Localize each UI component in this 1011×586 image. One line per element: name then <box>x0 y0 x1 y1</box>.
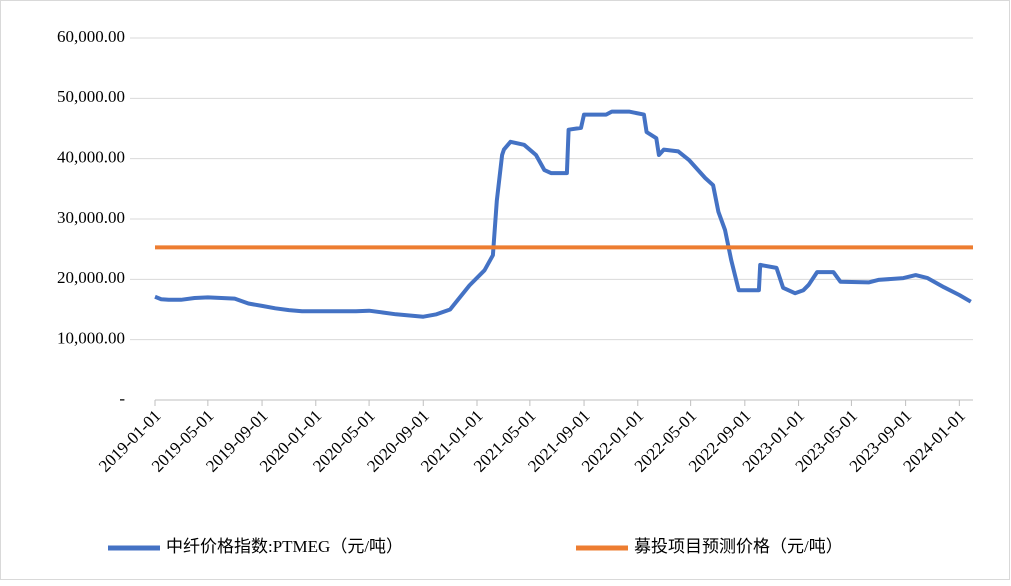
line-series <box>154 109 972 319</box>
y-tick-label: 40,000.00 <box>57 148 125 167</box>
y-tick-label: 50,000.00 <box>57 87 125 106</box>
y-tick-label: 30,000.00 <box>57 208 125 227</box>
y-tick-label: 20,000.00 <box>57 268 125 287</box>
y-tick-label: - <box>119 389 125 408</box>
legend-label: 募投项目预测价格（元/吨） <box>634 537 843 556</box>
y-tick-label: 10,000.00 <box>57 329 125 348</box>
y-tick-label: 60,000.00 <box>57 27 125 46</box>
legend-label: 中纤价格指数:PTMEG（元/吨） <box>166 537 403 556</box>
